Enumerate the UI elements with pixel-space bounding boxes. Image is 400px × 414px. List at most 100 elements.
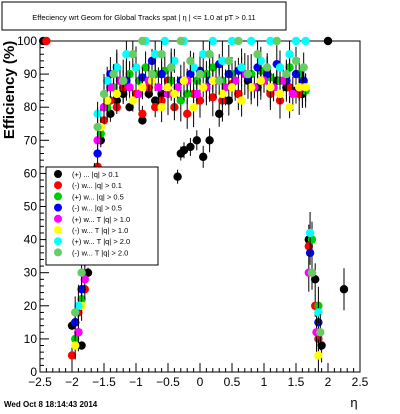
y-axis-label: Efficiency (%) xyxy=(1,41,18,139)
data-point xyxy=(205,50,214,59)
data-point xyxy=(186,69,195,79)
x-tick-label: 1.5 xyxy=(288,375,305,389)
data-point xyxy=(103,76,112,85)
data-point xyxy=(237,96,246,105)
data-point xyxy=(195,69,205,79)
legend-marker xyxy=(54,192,62,201)
data-point xyxy=(189,103,198,112)
data-point xyxy=(208,76,217,85)
data-point xyxy=(42,36,51,46)
data-point xyxy=(237,63,246,72)
data-point xyxy=(93,149,102,158)
data-point xyxy=(205,136,214,145)
y-tick-label: 60 xyxy=(24,166,38,180)
data-point xyxy=(234,36,243,46)
data-point xyxy=(192,136,201,145)
y-tick-label: 90 xyxy=(24,67,38,81)
y-tick-label: 20 xyxy=(24,299,38,313)
data-point xyxy=(179,146,189,155)
data-point xyxy=(106,83,115,92)
data-point xyxy=(74,328,83,337)
data-point xyxy=(99,89,109,99)
data-point xyxy=(234,89,243,99)
data-point xyxy=(128,96,137,105)
data-point xyxy=(157,50,166,59)
data-point xyxy=(282,69,291,79)
data-point xyxy=(285,83,294,92)
data-point xyxy=(186,142,195,152)
data-point xyxy=(311,275,320,284)
data-point xyxy=(83,268,93,277)
data-point xyxy=(71,308,80,317)
data-point xyxy=(195,96,205,105)
data-point xyxy=(189,63,198,72)
data-point xyxy=(93,122,102,132)
data-point xyxy=(176,96,185,105)
data-point xyxy=(80,275,90,284)
y-tick-label: 30 xyxy=(24,266,38,280)
x-tick-label: −1.5 xyxy=(92,375,116,389)
legend-label: (+) w... T |q| > 2.0 xyxy=(72,237,130,246)
data-point xyxy=(173,172,182,181)
data-point xyxy=(314,308,323,317)
x-tick-label: 1 xyxy=(261,375,268,389)
y-tick-label: 100 xyxy=(17,34,37,48)
data-point xyxy=(151,103,160,112)
legend-marker xyxy=(54,248,62,257)
data-point xyxy=(215,109,224,119)
data-point xyxy=(243,69,253,79)
data-point xyxy=(301,36,310,46)
data-point xyxy=(256,76,265,85)
data-point xyxy=(67,351,77,360)
data-point xyxy=(176,36,185,46)
x-tick-label: 0 xyxy=(197,375,204,389)
data-point xyxy=(160,36,169,46)
data-point xyxy=(141,63,150,72)
data-point xyxy=(77,268,86,277)
data-point xyxy=(157,69,166,79)
data-point xyxy=(119,76,128,85)
data-point xyxy=(247,83,256,92)
data-point xyxy=(305,228,315,238)
data-point xyxy=(138,36,147,46)
data-point xyxy=(224,96,233,105)
data-point xyxy=(199,83,208,92)
data-point xyxy=(339,285,349,294)
data-point xyxy=(167,63,176,72)
data-point xyxy=(291,56,301,66)
data-point xyxy=(77,341,86,350)
data-point xyxy=(215,76,224,85)
data-point xyxy=(227,36,237,46)
legend-label: (-) w... |q| > 0.5 xyxy=(72,204,122,213)
x-tick-label: −0.5 xyxy=(156,375,180,389)
x-tick-label: 0.5 xyxy=(224,375,241,389)
series-layer xyxy=(39,36,349,372)
data-point xyxy=(157,103,166,112)
data-point xyxy=(131,63,141,72)
x-tick-label: 2.5 xyxy=(352,375,369,389)
data-point xyxy=(301,83,310,92)
data-point xyxy=(224,56,233,66)
legend-box xyxy=(45,166,159,266)
data-point xyxy=(218,89,227,99)
x-axis-label: η xyxy=(350,395,357,410)
legend-label: (+) w... T |q| > 1.0 xyxy=(72,215,130,224)
data-point xyxy=(192,89,201,99)
legend-label: (+) ... |q| > 0.1 xyxy=(72,170,119,179)
data-point xyxy=(128,50,137,59)
data-point xyxy=(138,83,147,92)
data-point xyxy=(112,63,122,72)
data-point xyxy=(263,63,272,72)
data-point xyxy=(285,103,294,112)
legend-label: (-) w... |q| > 0.1 xyxy=(72,181,122,190)
axis-ticks: −2.5 −2 −1.5 −1 −0.5 0 0.5 1 1.5 2 2.5 0 10 20 30 40 50 6… xyxy=(17,34,369,389)
data-point xyxy=(285,50,294,59)
data-point xyxy=(106,109,115,119)
x-tick-label: −1 xyxy=(129,375,143,389)
x-tick-label: −2 xyxy=(65,375,79,389)
data-point xyxy=(317,341,326,350)
data-point xyxy=(122,50,131,59)
data-point xyxy=(147,69,157,79)
data-point xyxy=(266,36,275,46)
data-point xyxy=(103,96,112,105)
